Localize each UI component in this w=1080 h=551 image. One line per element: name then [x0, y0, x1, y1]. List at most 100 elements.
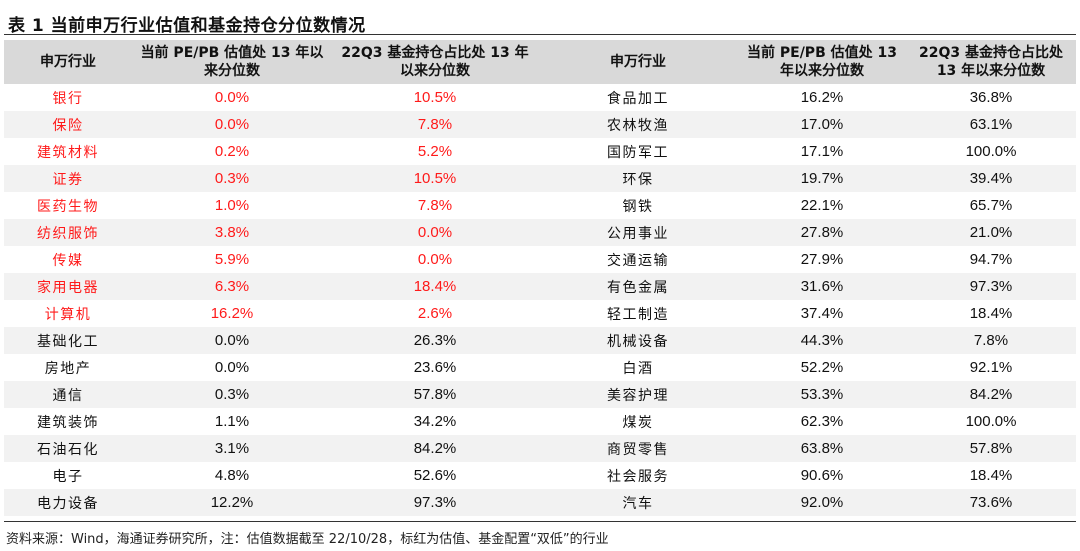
table-row: 石油石化 3.1% 84.2% 商贸零售 63.8% 57.8% — [4, 435, 1076, 462]
header-fund-left: 22Q3 基金持仓占比处 13 年以来分位数 — [332, 40, 538, 84]
left-pe-pb-cell: 3.8% — [132, 219, 332, 246]
right-pe-pb-cell: 37.4% — [800, 305, 844, 322]
left-fund-cell: 18.4% — [332, 273, 538, 300]
left-industry-cell: 家用电器 — [4, 273, 132, 300]
left-industry-cell: 石油石化 — [4, 435, 132, 462]
left-pe-pb-cell: 0.0% — [132, 111, 332, 138]
right-fund-cell: 84.2% — [906, 381, 1076, 408]
right-fund-cell: 36.8% — [969, 89, 1013, 106]
right-industry-cell: 煤炭 — [622, 414, 654, 431]
right-industry-cell: 机械设备 — [538, 327, 738, 354]
right-industry-cell: 钢铁 — [622, 198, 654, 215]
right-fund-cell: 57.8% — [906, 435, 1076, 462]
table-title: 表 1 当前申万行业估值和基金持仓分位数情况 — [8, 16, 366, 36]
right-fund-cell: 65.7% — [969, 197, 1013, 214]
left-fund-cell: 0.0% — [417, 251, 453, 268]
table-row: 通信 0.3% 57.8% 美容护理 53.3% 84.2% — [4, 381, 1076, 408]
table-row: 建筑材料 0.2% 5.2% 国防军工 17.1% 100.0% — [4, 138, 1076, 165]
header-industry-right: 申万行业 — [538, 40, 738, 84]
left-fund-cell: 10.5% — [332, 165, 538, 192]
table-row: 基础化工 0.0% 26.3% 机械设备 44.3% 7.8% — [4, 327, 1076, 354]
header-row: 申万行业 当前 PE/PB 估值处 13 年以来分位数 22Q3 基金持仓占比处… — [4, 40, 1076, 84]
table-row: 建筑装饰 1.1% 34.2% 煤炭 62.3% 100.0% — [4, 408, 1076, 435]
left-fund-cell: 0.0% — [332, 219, 538, 246]
left-pe-pb-cell: 1.1% — [214, 413, 250, 430]
header-pe-pb-right: 当前 PE/PB 估值处 13 年以来分位数 — [738, 40, 906, 84]
right-pe-pb-cell: 53.3% — [738, 381, 906, 408]
right-industry-cell: 美容护理 — [538, 381, 738, 408]
right-industry-cell: 轻工制造 — [607, 306, 669, 323]
left-industry-cell: 银行 — [52, 90, 84, 107]
left-fund-cell: 52.6% — [413, 467, 457, 484]
table-row: 电力设备 12.2% 97.3% 汽车 92.0% 73.6% — [4, 489, 1076, 516]
left-industry-cell: 电子 — [52, 468, 84, 485]
right-pe-pb-cell: 31.6% — [738, 273, 906, 300]
left-pe-pb-cell: 0.0% — [214, 359, 250, 376]
table-row: 医药生物 1.0% 7.8% 钢铁 22.1% 65.7% — [4, 192, 1076, 219]
table-row: 银行 0.0% 10.5% 食品加工 16.2% 36.8% — [4, 84, 1076, 111]
right-fund-cell: 63.1% — [906, 111, 1076, 138]
left-industry-cell: 计算机 — [44, 306, 92, 323]
left-pe-pb-cell: 1.0% — [214, 197, 250, 214]
header-industry-left: 申万行业 — [4, 40, 132, 84]
table-row: 房地产 0.0% 23.6% 白酒 52.2% 92.1% — [4, 354, 1076, 381]
right-industry-cell: 白酒 — [622, 360, 654, 377]
right-pe-pb-cell: 44.3% — [738, 327, 906, 354]
right-fund-cell: 97.3% — [906, 273, 1076, 300]
table-row: 传媒 5.9% 0.0% 交通运输 27.9% 94.7% — [4, 246, 1076, 273]
left-fund-cell: 10.5% — [413, 89, 457, 106]
right-pe-pb-cell: 62.3% — [800, 413, 844, 430]
left-fund-cell: 34.2% — [413, 413, 457, 430]
left-pe-pb-cell: 0.3% — [132, 165, 332, 192]
left-fund-cell: 84.2% — [332, 435, 538, 462]
right-fund-cell: 73.6% — [906, 489, 1076, 516]
left-industry-cell: 房地产 — [44, 360, 92, 377]
right-pe-pb-cell: 90.6% — [800, 467, 844, 484]
header-fund-right: 22Q3 基金持仓占比处 13 年以来分位数 — [906, 40, 1076, 84]
left-industry-cell: 基础化工 — [4, 327, 132, 354]
right-industry-cell: 农林牧渔 — [538, 111, 738, 138]
right-fund-cell: 18.4% — [969, 305, 1013, 322]
right-fund-cell: 100.0% — [965, 413, 1017, 430]
left-pe-pb-cell: 6.3% — [132, 273, 332, 300]
right-pe-pb-cell: 63.8% — [738, 435, 906, 462]
right-pe-pb-cell: 19.7% — [738, 165, 906, 192]
table-bottom-rule — [4, 521, 1076, 522]
right-pe-pb-cell: 27.9% — [800, 251, 844, 268]
table-row: 计算机 16.2% 2.6% 轻工制造 37.4% 18.4% — [4, 300, 1076, 327]
right-industry-cell: 有色金属 — [538, 273, 738, 300]
right-industry-cell: 食品加工 — [607, 90, 669, 107]
left-fund-cell: 97.3% — [332, 489, 538, 516]
valuation-table: 申万行业 当前 PE/PB 估值处 13 年以来分位数 22Q3 基金持仓占比处… — [4, 40, 1076, 516]
right-pe-pb-cell: 27.8% — [738, 219, 906, 246]
right-industry-cell: 汽车 — [538, 489, 738, 516]
left-industry-cell: 传媒 — [52, 252, 84, 269]
right-industry-cell: 环保 — [538, 165, 738, 192]
right-pe-pb-cell: 17.0% — [738, 111, 906, 138]
right-industry-cell: 交通运输 — [607, 252, 669, 269]
right-pe-pb-cell: 52.2% — [800, 359, 844, 376]
table-row: 纺织服饰 3.8% 0.0% 公用事业 27.8% 21.0% — [4, 219, 1076, 246]
left-fund-cell: 7.8% — [332, 111, 538, 138]
table-row: 家用电器 6.3% 18.4% 有色金属 31.6% 97.3% — [4, 273, 1076, 300]
left-industry-cell: 证券 — [4, 165, 132, 192]
left-pe-pb-cell: 5.9% — [214, 251, 250, 268]
left-pe-pb-cell: 0.2% — [214, 143, 250, 160]
left-fund-cell: 2.6% — [417, 305, 453, 322]
left-fund-cell: 57.8% — [332, 381, 538, 408]
left-pe-pb-cell: 3.1% — [132, 435, 332, 462]
table-row: 证券 0.3% 10.5% 环保 19.7% 39.4% — [4, 165, 1076, 192]
left-pe-pb-cell: 0.0% — [214, 89, 250, 106]
right-pe-pb-cell: 16.2% — [800, 89, 844, 106]
left-fund-cell: 7.8% — [417, 197, 453, 214]
header-pe-pb-left: 当前 PE/PB 估值处 13 年以来分位数 — [132, 40, 332, 84]
left-industry-cell: 医药生物 — [37, 198, 99, 215]
table-row: 电子 4.8% 52.6% 社会服务 90.6% 18.4% — [4, 462, 1076, 489]
left-industry-cell: 电力设备 — [4, 489, 132, 516]
right-fund-cell: 39.4% — [906, 165, 1076, 192]
right-fund-cell: 7.8% — [906, 327, 1076, 354]
left-industry-cell: 通信 — [4, 381, 132, 408]
left-industry-cell: 建筑装饰 — [37, 414, 99, 431]
left-pe-pb-cell: 12.2% — [132, 489, 332, 516]
left-pe-pb-cell: 16.2% — [210, 305, 254, 322]
